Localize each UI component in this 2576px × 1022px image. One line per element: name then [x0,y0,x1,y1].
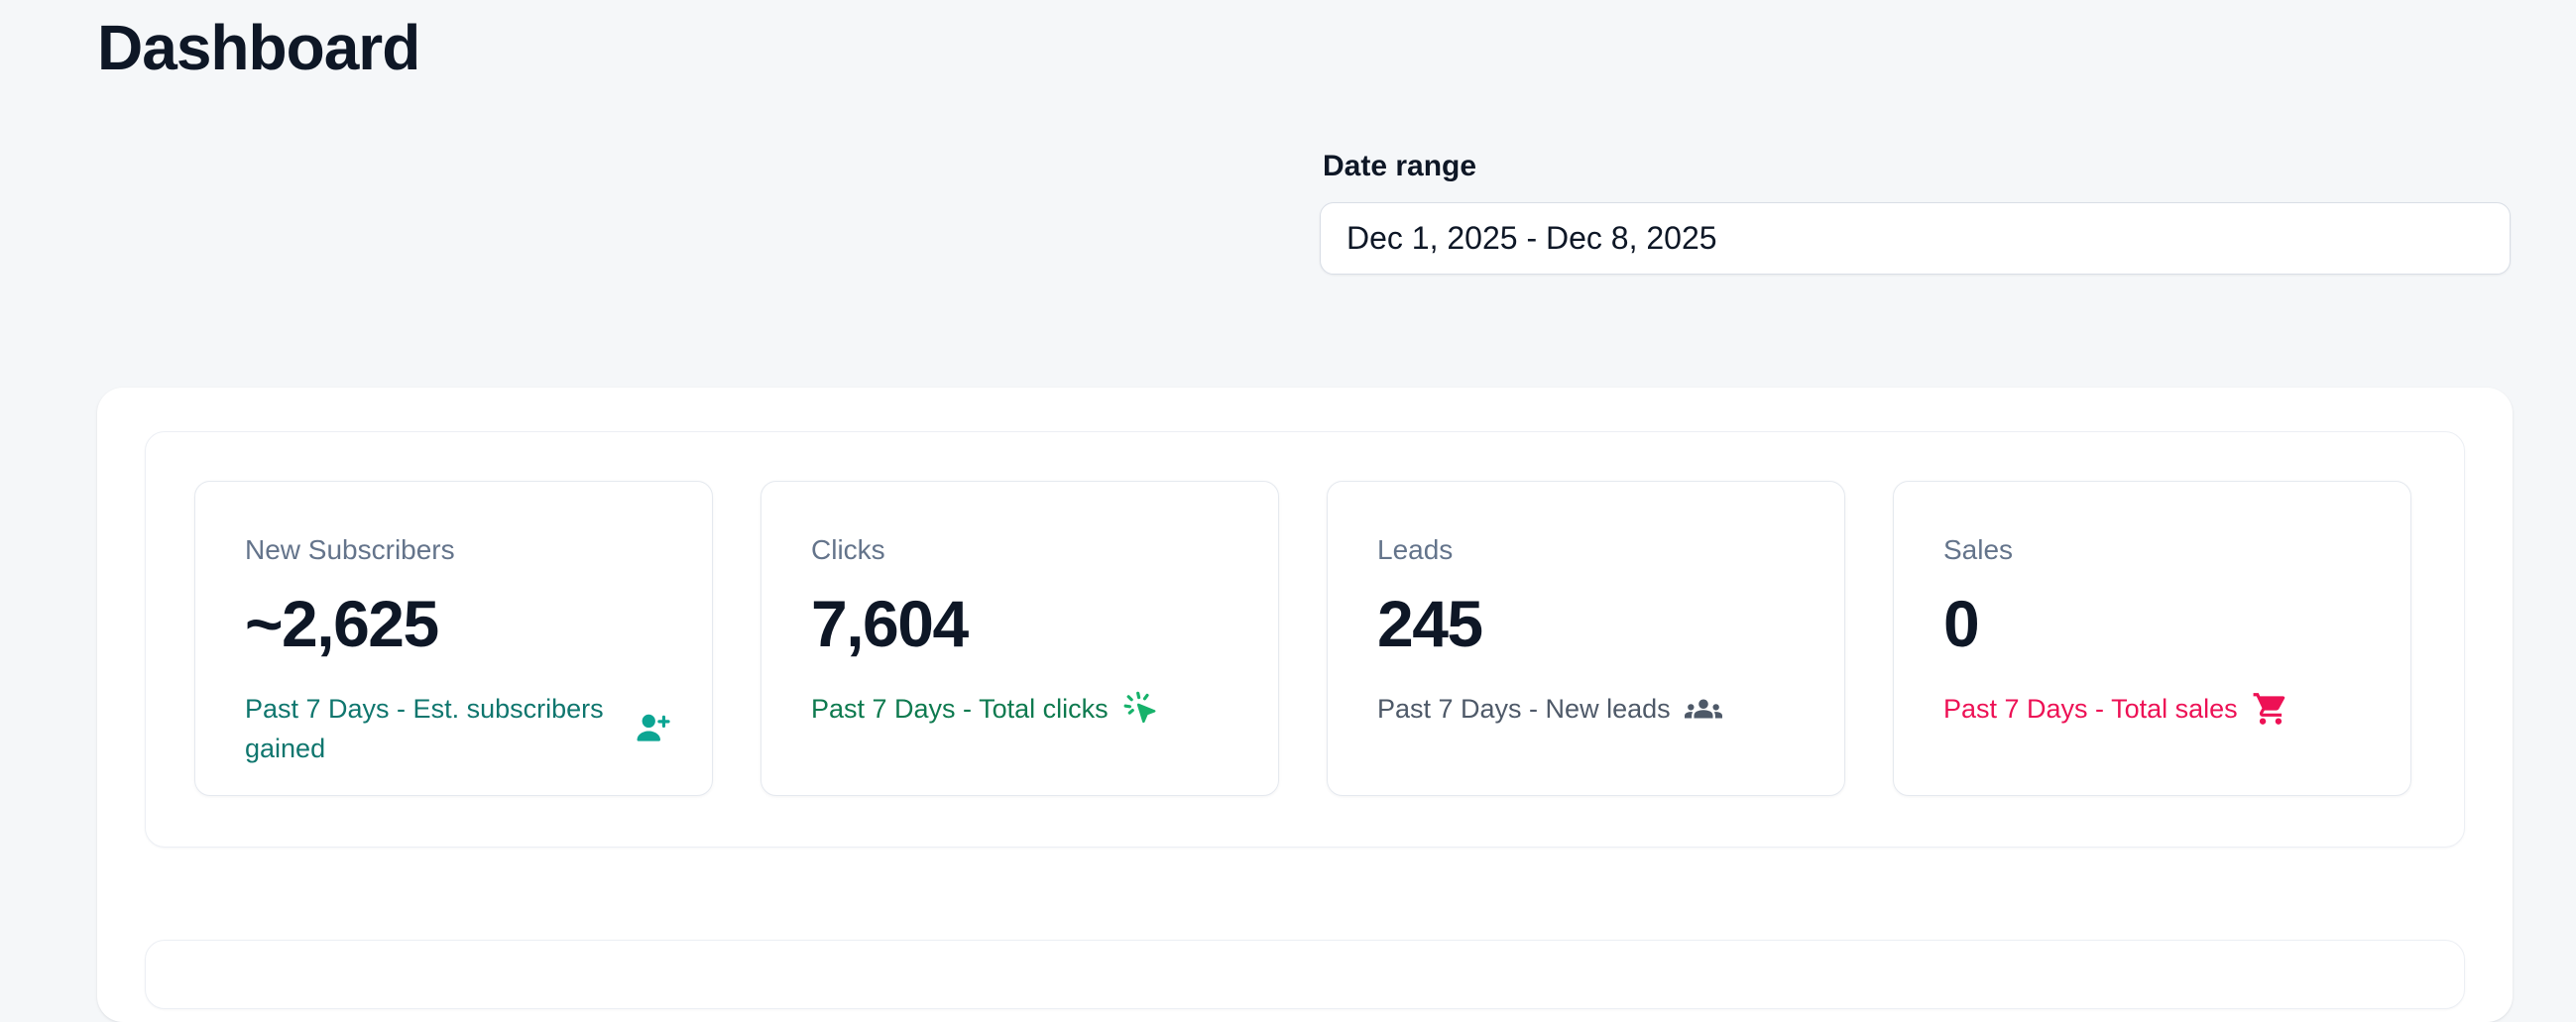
stat-description: Past 7 Days - Total sales [1943,694,2238,724]
stat-value: 0 [1943,587,1980,660]
stat-description-row: Past 7 Days - New leads [1377,689,1805,729]
stat-label: Clicks [811,534,885,565]
stat-label: Sales [1943,534,2014,565]
stats-cards-row: New Subscribers ~2,625 Past 7 Days - Est… [194,481,2411,796]
next-section-panel [145,940,2465,1009]
shopping-cart-icon [2252,690,2289,728]
date-range-label: Date range [1323,150,1477,182]
stat-card-clicks: Clicks 7,604 Past 7 Days - Total clicks [761,481,1279,796]
stat-label: Leads [1377,534,1454,565]
stat-card-new-subscribers: New Subscribers ~2,625 Past 7 Days - Est… [194,481,713,796]
stat-card-sales: Sales 0 Past 7 Days - Total sales [1893,481,2411,796]
stats-section-panel: New Subscribers ~2,625 Past 7 Days - Est… [145,431,2465,848]
cursor-click-icon [1122,690,1160,728]
stat-label: New Subscribers [245,534,455,565]
user-plus-icon [635,710,672,747]
stat-description: Past 7 Days - Total clicks [811,694,1109,724]
stat-value: 7,604 [811,587,969,660]
stat-description-row: Past 7 Days - Est. subscribers gained [245,689,672,768]
stat-description-row: Past 7 Days - Total clicks [811,689,1238,729]
stat-value: ~2,625 [245,587,439,660]
date-range-input[interactable] [1320,202,2511,275]
stat-card-leads: Leads 245 Past 7 Days - New leads [1327,481,1845,796]
stat-description-row: Past 7 Days - Total sales [1943,689,2371,729]
stat-description: Past 7 Days - New leads [1377,694,1671,724]
stat-description: Past 7 Days - Est. subscribers gained [245,694,604,763]
users-icon [1684,690,1722,728]
dashboard-page: { "theme": { "page_bg": "#f5f7f9", "pane… [97,12,2511,1009]
stat-value: 245 [1377,587,1483,660]
page-title: Dashboard [97,12,420,83]
content-panel: New Subscribers ~2,625 Past 7 Days - Est… [97,388,2513,1022]
